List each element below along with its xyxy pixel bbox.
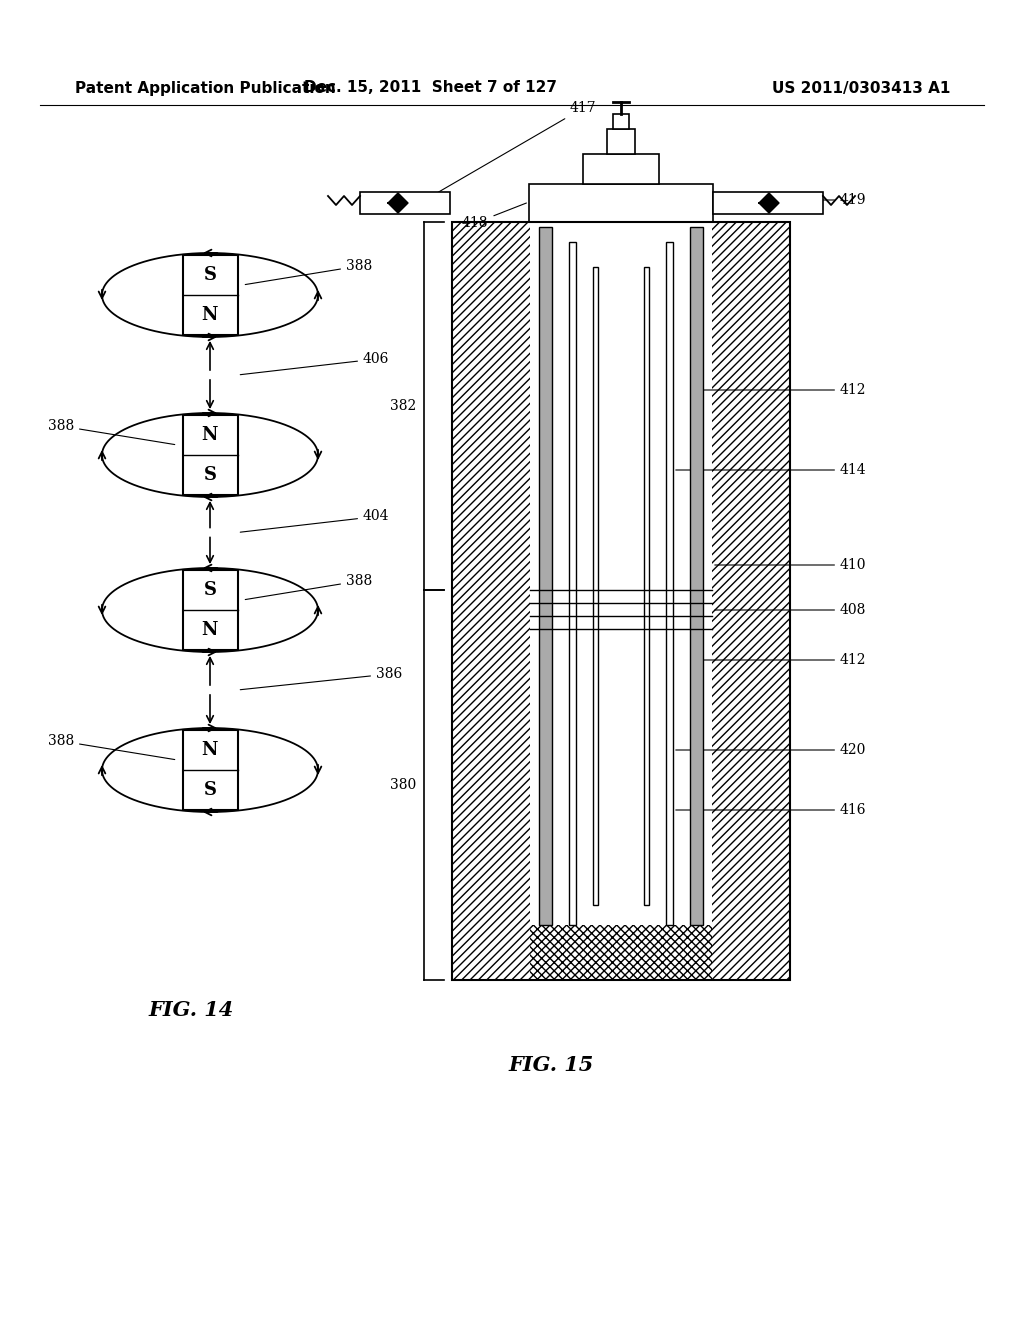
Bar — [666, 242, 673, 925]
Text: 419: 419 — [794, 193, 866, 207]
Bar — [529, 183, 713, 222]
Text: S: S — [204, 466, 216, 484]
Bar — [530, 925, 712, 979]
Polygon shape — [759, 193, 779, 213]
Bar — [607, 129, 635, 154]
Text: 410: 410 — [715, 558, 866, 572]
Text: Patent Application Publication: Patent Application Publication — [75, 81, 336, 95]
Text: 408: 408 — [715, 603, 866, 616]
Text: 388: 388 — [245, 259, 373, 285]
Text: N: N — [202, 620, 218, 639]
Text: 412: 412 — [699, 653, 866, 667]
Text: Dec. 15, 2011  Sheet 7 of 127: Dec. 15, 2011 Sheet 7 of 127 — [303, 81, 556, 95]
Bar — [713, 191, 823, 214]
Text: S: S — [204, 267, 216, 284]
Text: 382: 382 — [390, 399, 416, 413]
Text: 416: 416 — [676, 803, 866, 817]
Text: N: N — [202, 741, 218, 759]
Text: S: S — [204, 781, 216, 799]
Bar — [539, 227, 552, 925]
Bar — [182, 255, 238, 335]
Bar — [690, 227, 703, 925]
Bar — [182, 414, 238, 495]
Bar — [712, 590, 790, 979]
Text: N: N — [202, 306, 218, 323]
Bar — [712, 222, 790, 590]
Text: FIG. 14: FIG. 14 — [148, 1001, 233, 1020]
Bar — [182, 570, 238, 649]
Text: 388: 388 — [48, 734, 175, 759]
Bar — [593, 267, 598, 906]
Text: 380: 380 — [390, 777, 416, 792]
Bar — [644, 267, 649, 906]
Text: 417: 417 — [432, 102, 597, 195]
Bar — [613, 114, 629, 129]
Polygon shape — [388, 193, 408, 213]
Text: 388: 388 — [245, 574, 373, 599]
Bar — [452, 222, 790, 979]
Bar — [452, 222, 790, 979]
Text: US 2011/0303413 A1: US 2011/0303413 A1 — [772, 81, 950, 95]
Bar — [452, 590, 530, 979]
Text: N: N — [202, 426, 218, 444]
Bar — [569, 242, 575, 925]
Text: 418: 418 — [462, 203, 526, 230]
Text: FIG. 15: FIG. 15 — [508, 1055, 593, 1074]
Text: 412: 412 — [699, 383, 866, 397]
Text: 386: 386 — [241, 667, 402, 690]
Text: 388: 388 — [48, 418, 175, 445]
Bar — [360, 191, 450, 214]
Text: 404: 404 — [241, 510, 389, 532]
Text: S: S — [204, 581, 216, 599]
Bar — [583, 154, 659, 183]
Bar — [452, 222, 530, 590]
Text: 406: 406 — [241, 352, 389, 375]
Bar — [182, 730, 238, 810]
Text: 414: 414 — [676, 463, 866, 477]
Text: 420: 420 — [676, 743, 866, 756]
